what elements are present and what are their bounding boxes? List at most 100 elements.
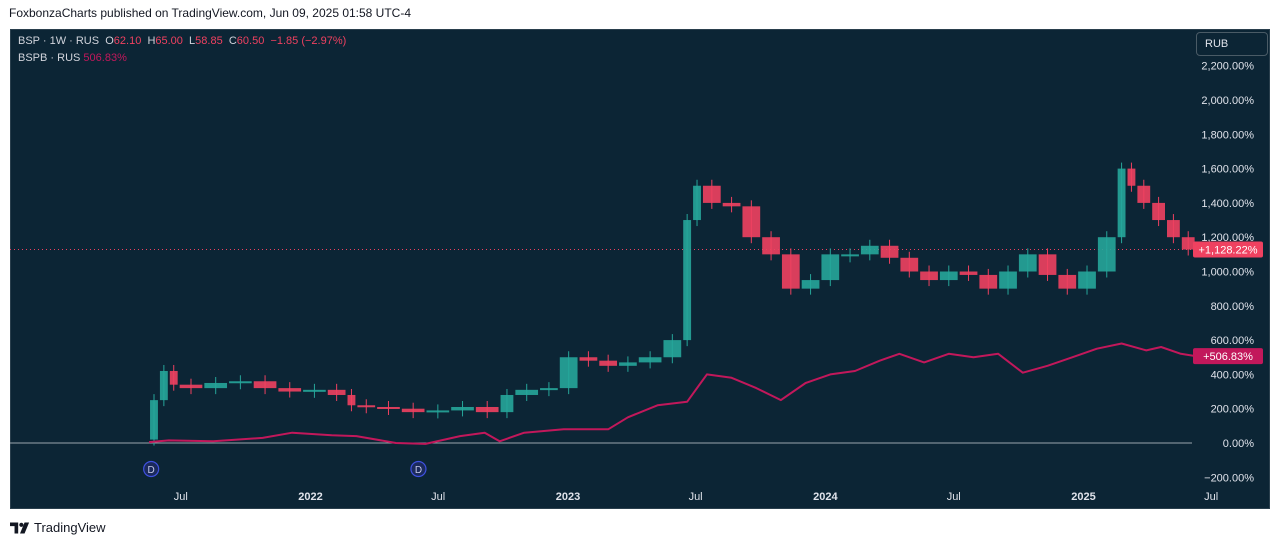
price-candle <box>357 405 376 408</box>
y-tick-label: 1,600.00% <box>1201 164 1254 176</box>
last-value-label: +1,128.22% <box>1193 241 1263 258</box>
price-candle <box>693 185 701 221</box>
price-candle <box>599 360 618 366</box>
price-candle <box>979 274 998 289</box>
price-candle <box>1058 274 1077 289</box>
dividend-marker-circle <box>143 460 160 478</box>
last-value-label: +506.83% <box>1193 348 1263 365</box>
price-candle <box>451 406 474 411</box>
price-candle <box>253 381 277 389</box>
y-tick-label: 1,000.00% <box>1201 267 1254 279</box>
price-candle <box>939 271 958 281</box>
label-layer: +1,128.22% +506.83% <box>1193 241 1263 365</box>
x-tick-label: 2024 <box>813 491 838 503</box>
price-candle <box>683 220 692 341</box>
price-candle <box>801 280 820 289</box>
footer-brand[interactable]: TradingView <box>10 520 106 535</box>
grid-layer <box>10 249 1192 444</box>
price-candle <box>1097 237 1116 272</box>
y-tick-label: 1,400.00% <box>1201 198 1254 210</box>
dividend-marker-circle <box>410 460 427 478</box>
legend-low-label: L <box>189 35 196 47</box>
x-tick-label: 2023 <box>556 491 580 503</box>
x-tick-label: Jul <box>689 491 703 503</box>
x-tick-label: Jul <box>431 491 445 503</box>
price-candle <box>841 254 859 257</box>
price-candle <box>347 394 356 406</box>
price-candle <box>1127 168 1136 186</box>
price-candle <box>663 340 682 358</box>
price-candle <box>762 237 780 255</box>
legend-close-label: C <box>228 35 237 47</box>
price-candle <box>401 408 425 413</box>
price-candle <box>1078 271 1096 289</box>
last-value-badge <box>1193 348 1263 365</box>
price-candle <box>1018 254 1037 272</box>
publisher-line: FoxbonzaCharts published on TradingView.… <box>9 6 412 20</box>
price-candle <box>500 394 514 413</box>
price-candle <box>999 271 1017 289</box>
price-candle <box>278 388 302 392</box>
main-legend[interactable]: BSP · 1W · RUS O62.10 H65.00 L58.85 C60.… <box>18 35 346 47</box>
legend-low-value: 58.85 <box>195 35 223 47</box>
dividend-marker[interactable]: D <box>410 460 427 478</box>
price-candle <box>540 388 558 391</box>
y-tick-label: 800.00% <box>1211 301 1255 313</box>
price-candle <box>303 389 326 392</box>
compare-symbol[interactable]: BSPB · RUS <box>18 52 81 64</box>
price-candle <box>327 389 346 395</box>
price-candle <box>579 357 598 361</box>
price-candle <box>559 357 578 389</box>
price-candle <box>1167 220 1180 238</box>
series-layer <box>148 162 1196 446</box>
price-candle <box>880 245 899 258</box>
chart-panel[interactable] <box>10 29 1270 509</box>
legend-high-label: H <box>147 35 156 47</box>
x-tick-label: Jul <box>947 491 961 503</box>
x-tick-label: 2025 <box>1071 491 1095 503</box>
price-candle <box>1038 254 1057 275</box>
price-candle <box>426 410 450 413</box>
dividend-marker[interactable]: D <box>143 460 160 478</box>
price-candle <box>515 389 539 395</box>
compare-legend[interactable]: BSPB · RUS 506.83% <box>18 52 127 64</box>
last-value-text: +506.83% <box>1203 351 1253 363</box>
price-candle <box>204 382 228 389</box>
y-tick-label: 600.00% <box>1211 335 1255 347</box>
price-candle <box>229 381 252 384</box>
currency-button[interactable]: RUB <box>1196 32 1268 56</box>
price-candle <box>475 406 499 413</box>
price-candle <box>860 245 879 255</box>
x-tick-label: Jul <box>174 491 188 503</box>
price-candle <box>1181 237 1195 250</box>
y-tick-label: 0.00% <box>1223 438 1254 450</box>
price-candle <box>702 185 721 203</box>
price-candle <box>1152 202 1166 221</box>
price-candle <box>821 254 840 281</box>
y-tick-label: 2,200.00% <box>1201 61 1254 73</box>
last-value-text: +1,128.22% <box>1198 245 1257 257</box>
y-tick-label: 400.00% <box>1211 369 1255 381</box>
price-candle <box>722 202 741 207</box>
price-candle <box>920 271 938 281</box>
y-tick-label: 1,200.00% <box>1201 232 1254 244</box>
compare-value: 506.83% <box>83 52 127 64</box>
price-candle <box>619 362 637 366</box>
dividend-marker-label: D <box>148 465 155 476</box>
price-candle <box>959 271 978 275</box>
legend-open-label: O <box>105 35 114 47</box>
price-candle <box>781 254 800 289</box>
compare-line-bspb <box>148 342 1196 445</box>
x-tick-label: 2022 <box>298 491 322 503</box>
tradingview-logo-icon <box>10 522 30 533</box>
price-candle <box>900 257 919 272</box>
y-tick-label: 1,800.00% <box>1201 129 1254 141</box>
price-candle <box>150 400 158 440</box>
y-tick-label: −200.00% <box>1204 472 1254 484</box>
axis-layer: 2,200.00% 2,000.00% 1,800.00% 1,600.00% 1,40… <box>143 61 1255 503</box>
price-candle <box>1137 185 1151 203</box>
legend-symbol[interactable]: BSP · 1W · RUS <box>18 35 100 47</box>
legend-open-value: 62.10 <box>113 35 142 47</box>
price-candle <box>179 384 203 389</box>
